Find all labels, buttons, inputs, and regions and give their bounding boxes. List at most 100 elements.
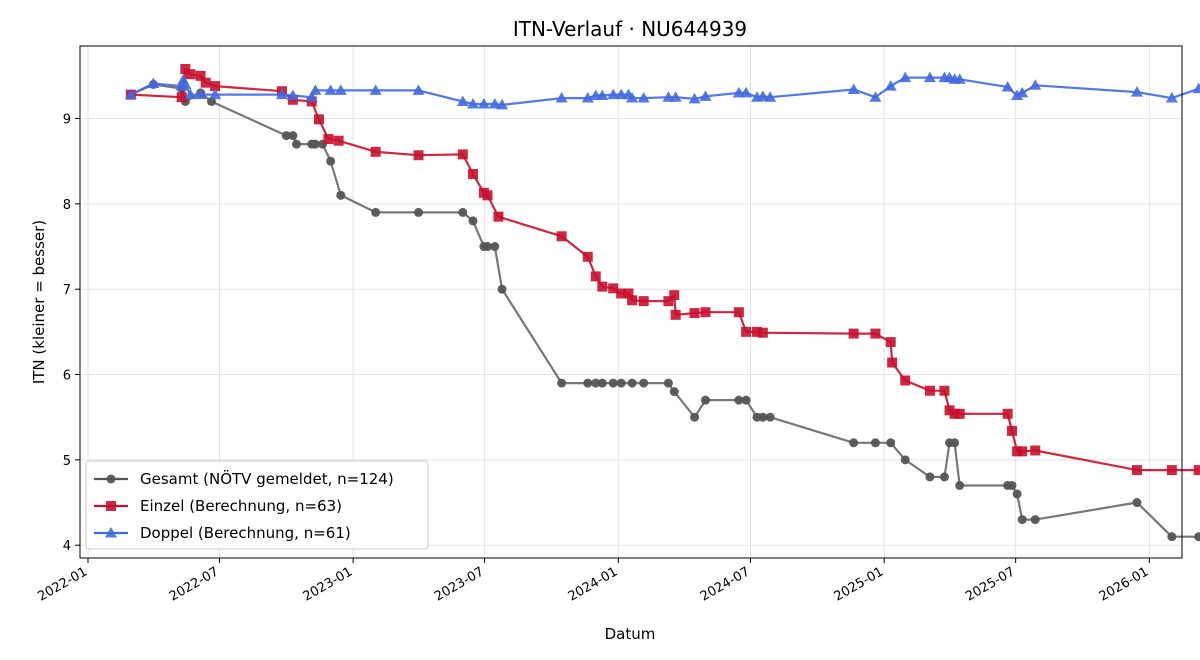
data-point-gesamt <box>870 438 880 448</box>
data-point-gesamt <box>939 472 949 482</box>
data-point-einzel <box>757 327 768 338</box>
data-point-einzel <box>689 308 700 319</box>
data-point-doppel <box>756 90 769 101</box>
data-point-gesamt <box>371 207 381 217</box>
data-point-einzel <box>176 92 187 103</box>
data-point-doppel <box>953 73 966 84</box>
legend-marker-gesamt <box>106 474 116 484</box>
data-point-einzel <box>616 288 627 299</box>
data-point-doppel <box>1130 86 1143 97</box>
data-point-gesamt <box>1132 498 1142 508</box>
data-point-doppel <box>669 91 682 102</box>
data-point-einzel <box>944 405 955 416</box>
data-point-einzel <box>752 326 763 337</box>
data-point-gesamt <box>900 455 910 465</box>
data-point-einzel <box>924 385 935 396</box>
data-point-einzel <box>1002 408 1013 419</box>
data-point-gesamt <box>583 378 593 388</box>
legend: Gesamt (NÖTV gemeldet, n=124) Einzel (Ber… <box>85 460 429 550</box>
data-point-einzel <box>669 290 680 301</box>
data-point-einzel <box>370 146 381 157</box>
data-point-doppel <box>626 92 639 103</box>
legend-marker-einzel <box>106 501 116 511</box>
legend-label-einzel: Einzel (Berechnung, n=63) <box>140 497 342 515</box>
data-point-doppel <box>884 80 897 91</box>
data-point-gesamt <box>639 378 649 388</box>
y-tick-label: 6 <box>63 369 71 384</box>
data-point-einzel <box>1017 446 1028 457</box>
y-tick-label: 4 <box>63 539 71 554</box>
data-point-einzel <box>210 81 221 92</box>
grid <box>80 46 1182 558</box>
data-point-doppel <box>412 84 425 95</box>
data-point-gesamt <box>468 216 478 226</box>
data-point-gesamt <box>669 387 679 397</box>
data-point-gesamt <box>281 131 291 141</box>
data-point-doppel <box>1165 92 1178 103</box>
data-point-gesamt <box>1030 515 1040 525</box>
data-point-doppel <box>555 92 568 103</box>
data-point-doppel <box>305 91 318 102</box>
data-point-gesamt <box>326 156 336 166</box>
data-point-doppel <box>1016 86 1029 98</box>
data-point-einzel <box>1131 465 1142 476</box>
plot-frame <box>79 45 1183 559</box>
data-point-einzel <box>590 271 601 282</box>
series-doppel <box>124 71 1200 110</box>
legend-box <box>85 460 429 550</box>
data-point-einzel <box>608 283 619 294</box>
data-point-gesamt <box>608 378 618 388</box>
data-point-doppel <box>1192 82 1200 94</box>
data-point-doppel <box>607 88 620 100</box>
data-point-einzel <box>870 328 881 339</box>
data-point-einzel <box>848 328 859 339</box>
data-point-doppel <box>688 92 701 104</box>
data-point-einzel <box>413 150 424 161</box>
data-point-doppel <box>184 88 197 100</box>
data-point-einzel <box>954 408 965 419</box>
data-point-gesamt <box>288 131 298 141</box>
series-layer <box>124 64 1200 542</box>
data-point-gesamt <box>700 395 710 405</box>
data-point-gesamt <box>741 395 751 405</box>
data-point-einzel <box>468 169 479 179</box>
data-point-doppel <box>147 77 160 89</box>
data-point-einzel <box>1007 425 1018 436</box>
data-point-doppel <box>699 90 712 101</box>
data-point-einzel <box>733 307 744 318</box>
data-point-einzel <box>627 295 638 306</box>
data-point-einzel <box>663 296 674 307</box>
data-point-gesamt <box>591 378 601 388</box>
data-point-gesamt <box>616 378 626 388</box>
data-point-gesamt <box>291 139 301 149</box>
legend-items: Gesamt (NÖTV gemeldet, n=124) Einzel (Ber… <box>94 469 394 542</box>
data-point-gesamt <box>557 378 567 388</box>
data-point-einzel <box>195 70 206 81</box>
data-point-einzel <box>200 77 211 88</box>
data-point-gesamt <box>734 395 744 405</box>
data-point-einzel <box>900 375 911 386</box>
data-point-doppel <box>847 83 860 95</box>
data-point-doppel <box>124 88 137 100</box>
data-point-doppel <box>179 78 192 89</box>
data-point-gesamt <box>336 190 346 200</box>
legend-marker-doppel <box>105 527 117 538</box>
data-point-doppel <box>209 88 222 100</box>
data-point-einzel <box>1193 465 1200 476</box>
data-point-gesamt <box>950 438 960 448</box>
data-point-einzel <box>493 211 504 222</box>
data-point-gesamt <box>483 242 493 252</box>
data-point-gesamt <box>690 412 700 422</box>
data-point-doppel <box>596 89 609 100</box>
data-point-einzel <box>185 69 196 80</box>
data-point-gesamt <box>497 284 507 294</box>
data-point-einzel <box>323 134 334 145</box>
data-point-einzel <box>887 357 898 368</box>
data-point-einzel <box>939 385 950 396</box>
data-point-einzel <box>597 281 608 292</box>
data-point-einzel <box>582 251 593 262</box>
data-point-gesamt <box>955 480 965 490</box>
data-point-gesamt <box>1007 480 1017 490</box>
